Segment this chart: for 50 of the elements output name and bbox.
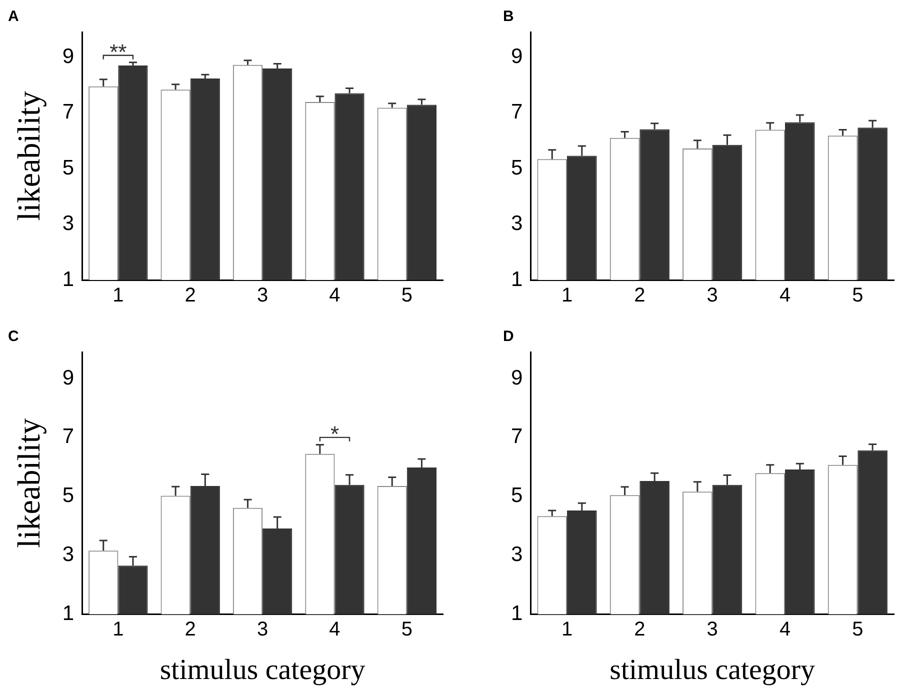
y-axis-title: likeability bbox=[10, 91, 47, 221]
chart-title: C bbox=[8, 328, 19, 346]
y-tick-label: 3 bbox=[62, 543, 74, 566]
y-tick-label: 7 bbox=[510, 100, 523, 124]
x-tick-label: 1 bbox=[561, 284, 573, 307]
annotation: * bbox=[330, 422, 340, 446]
chart-title: A bbox=[8, 8, 19, 26]
y-tick-label: 5 bbox=[62, 156, 74, 180]
x-tick-label: 2 bbox=[184, 618, 196, 641]
x-tick-label: 5 bbox=[852, 618, 864, 641]
x-tick-label: 2 bbox=[634, 618, 646, 641]
y-tick-label: 3 bbox=[510, 212, 523, 236]
y-tick-label: 9 bbox=[510, 44, 523, 68]
y-tick-label: 5 bbox=[62, 484, 74, 508]
chart-title: D bbox=[503, 328, 514, 346]
x-axis-title: stimulus category bbox=[610, 654, 816, 686]
x-tick-label: 5 bbox=[852, 284, 864, 307]
y-tick-label: 3 bbox=[62, 212, 74, 236]
y-tick-label: 5 bbox=[510, 156, 523, 180]
y-tick-label: 7 bbox=[62, 100, 74, 124]
x-tick-label: 2 bbox=[634, 284, 646, 307]
x-tick-label: 1 bbox=[112, 618, 124, 641]
y-axis-title: likeability bbox=[10, 418, 47, 548]
x-tick-label: 3 bbox=[706, 284, 718, 307]
x-tick-label: 4 bbox=[329, 618, 340, 641]
y-tick-label: 7 bbox=[62, 425, 74, 448]
y-tick-label: 1 bbox=[510, 268, 523, 291]
x-tick-label: 4 bbox=[779, 618, 791, 641]
y-tick-label: 1 bbox=[62, 268, 74, 291]
y-tick-label: 5 bbox=[510, 484, 523, 508]
y-tick-label: 7 bbox=[510, 425, 523, 448]
x-tick-label: 4 bbox=[329, 284, 340, 307]
x-tick-label: 1 bbox=[561, 618, 573, 641]
x-axis-title: stimulus category bbox=[160, 654, 366, 686]
annotation: ** bbox=[110, 39, 128, 64]
x-tick-label: 3 bbox=[256, 284, 268, 307]
y-tick-label: 9 bbox=[62, 366, 74, 390]
y-tick-label: 1 bbox=[62, 602, 74, 625]
x-tick-label: 1 bbox=[112, 284, 124, 307]
y-tick-label: 3 bbox=[510, 543, 523, 566]
x-tick-label: 3 bbox=[256, 618, 268, 641]
x-tick-label: 4 bbox=[779, 284, 791, 307]
x-tick-label: 5 bbox=[401, 284, 412, 307]
y-tick-label: 9 bbox=[510, 366, 523, 390]
chart-title: B bbox=[503, 8, 514, 26]
x-tick-label: 5 bbox=[401, 618, 412, 641]
x-tick-label: 3 bbox=[706, 618, 718, 641]
x-tick-label: 2 bbox=[184, 284, 196, 307]
y-tick-label: 1 bbox=[510, 602, 523, 625]
y-tick-label: 9 bbox=[62, 44, 74, 68]
